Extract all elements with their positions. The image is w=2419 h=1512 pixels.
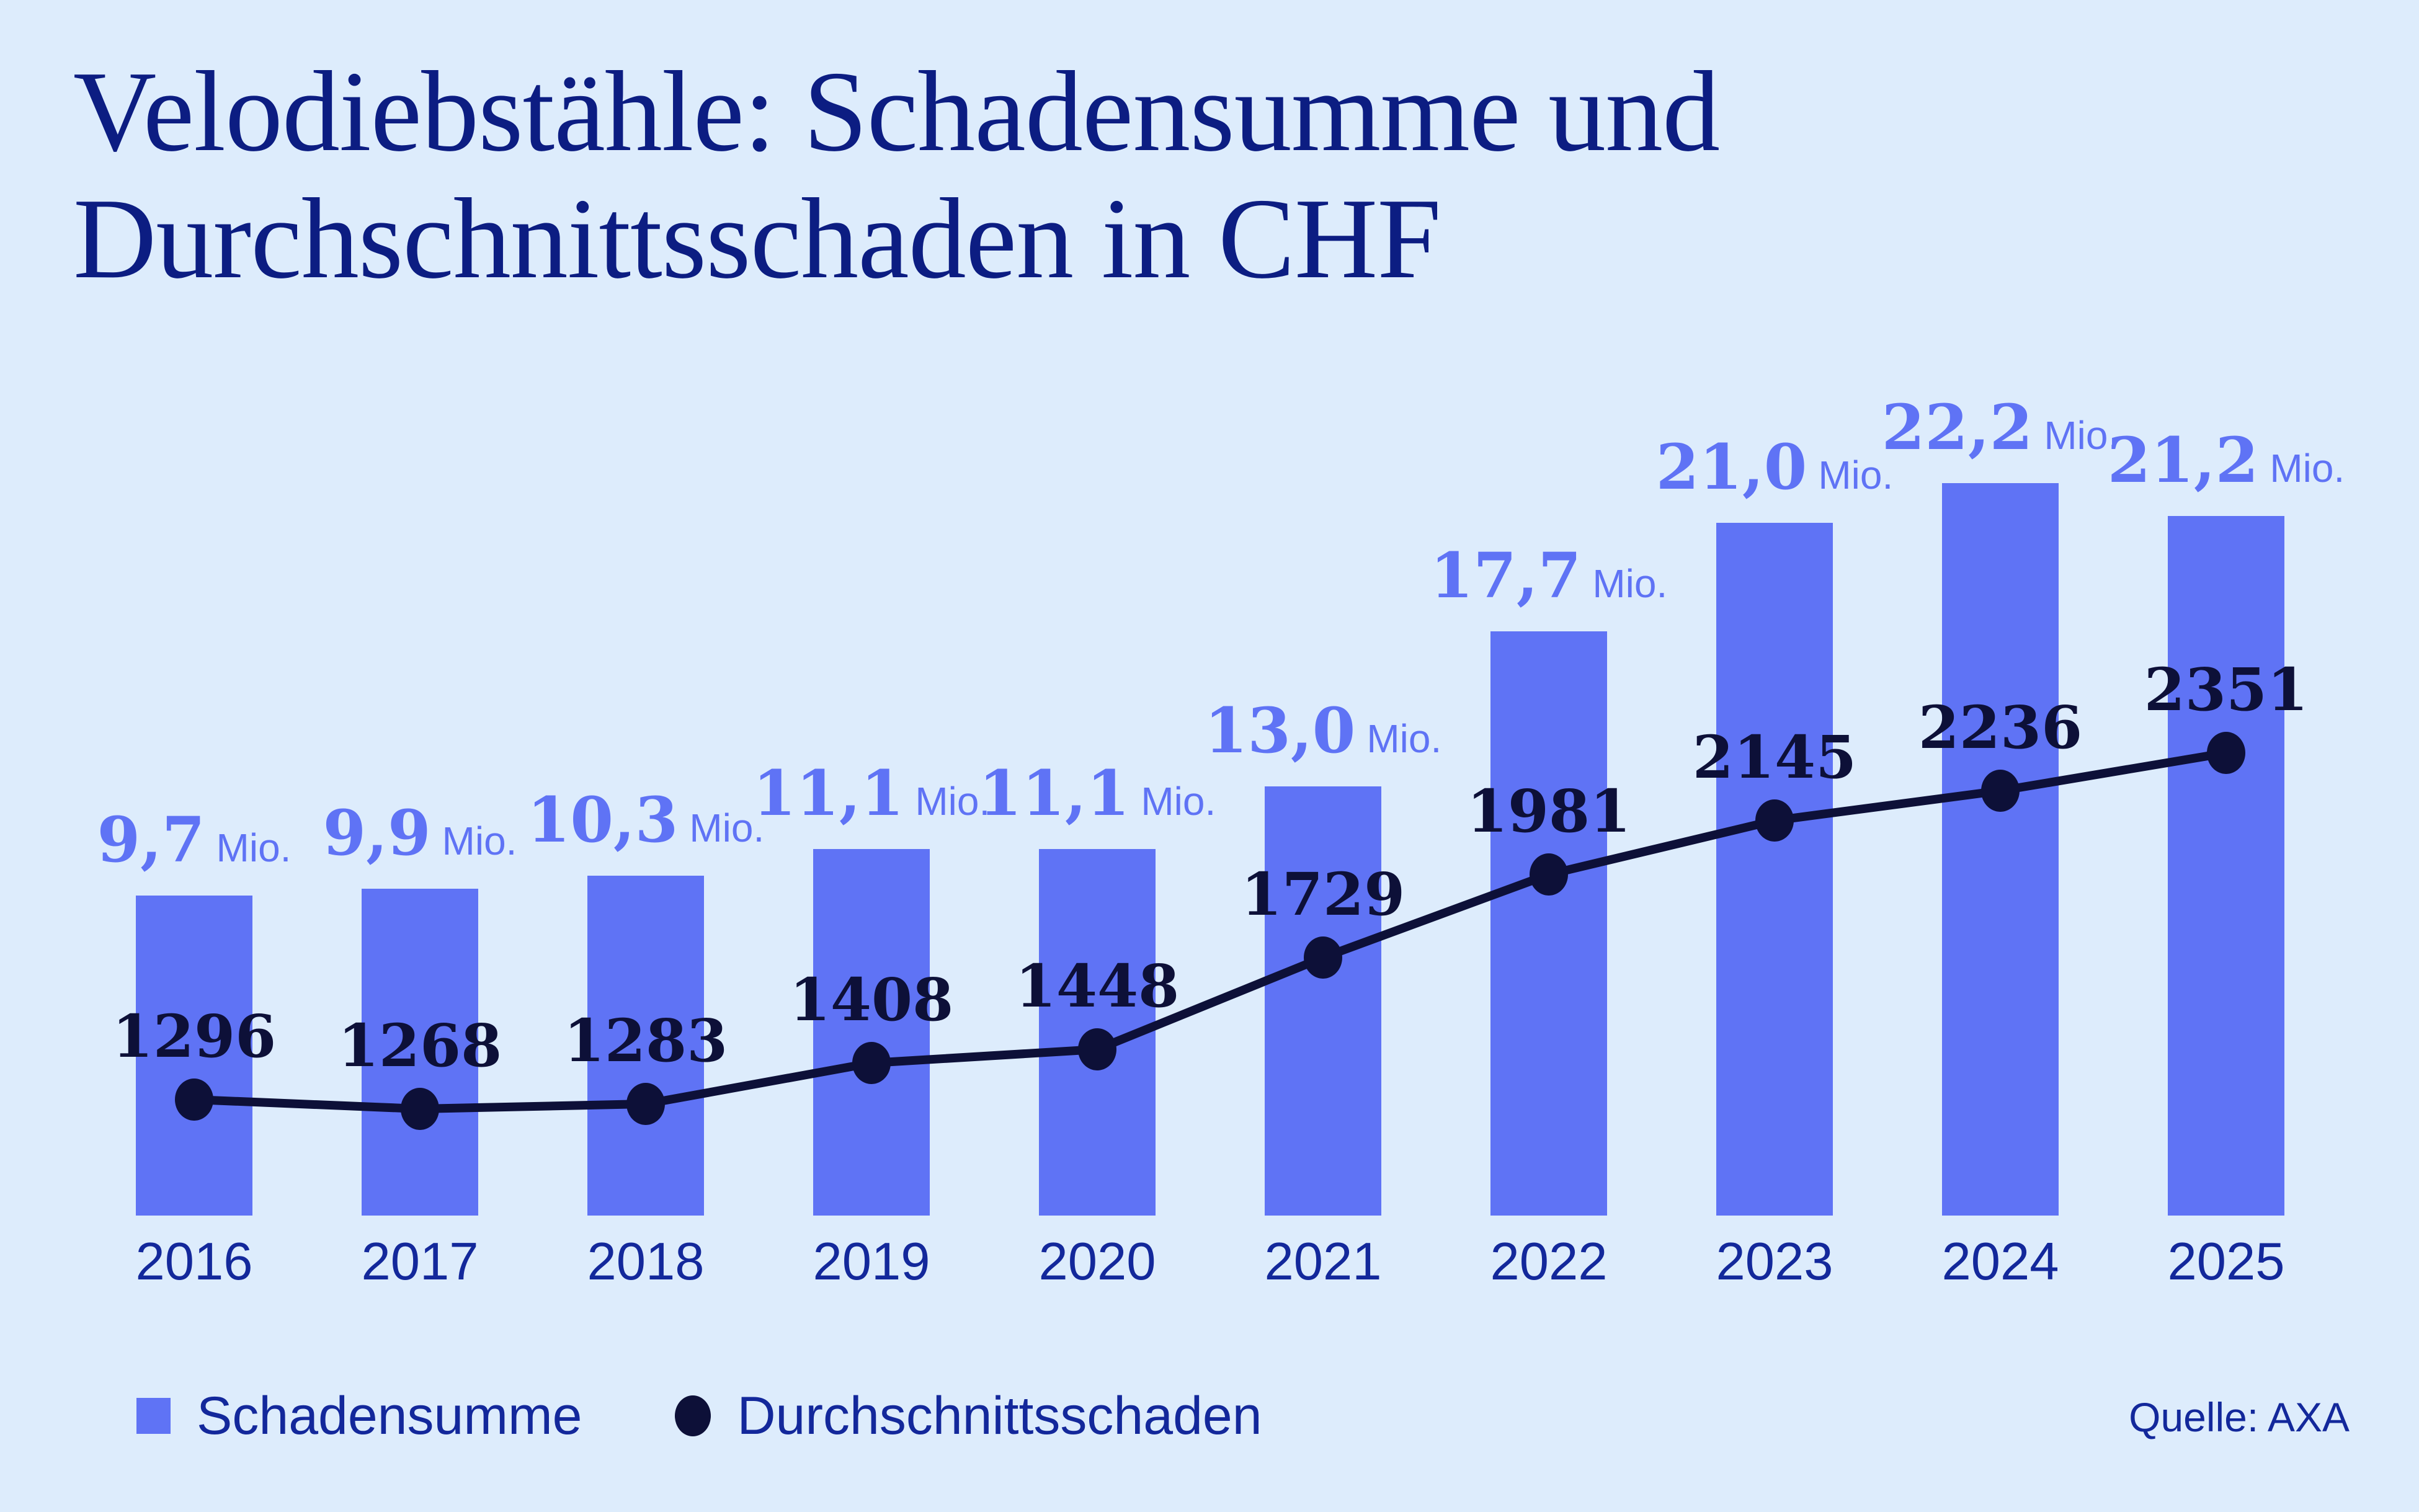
sum-value-number: 11,1 <box>978 757 1130 830</box>
sum-value-label-2018: 10,3 Mio. <box>527 789 764 851</box>
sum-value-number: 17,7 <box>1430 539 1582 612</box>
sum-value-label-2021: 13,0 Mio. <box>1205 700 1441 762</box>
legend-label-durchschnittsschaden: Durchschnittsschaden <box>737 1386 1262 1446</box>
sum-value-unit: Mio. <box>442 819 517 863</box>
line-point-2019 <box>852 1042 891 1084</box>
sum-value-unit: Mio. <box>1592 561 1668 606</box>
sum-value-label-2019: 11,1 Mio. <box>753 762 990 824</box>
line-point-2021 <box>1304 936 1342 979</box>
sum-value-unit: Mio. <box>2270 446 2345 491</box>
dot-icon <box>675 1395 711 1436</box>
bar-2017 <box>362 889 478 1216</box>
chart-title: Velodiebstähle: Schadensumme und Durchsc… <box>73 48 1720 303</box>
legend-item-durchschnittsschaden: Durchschnittsschaden <box>675 1389 1262 1443</box>
avg-value-label-2019: 1408 <box>789 966 954 1034</box>
bar-2023 <box>1716 523 1833 1216</box>
x-axis-label-2017: 2017 <box>361 1232 479 1291</box>
legend-label-schadensumme: Schadensumme <box>197 1386 582 1446</box>
x-axis-label-2023: 2023 <box>1716 1232 1833 1291</box>
x-axis-label-2021: 2021 <box>1264 1232 1382 1291</box>
bar-2016 <box>136 896 252 1216</box>
bar-2018 <box>587 876 704 1216</box>
avg-value-label-2018: 1283 <box>563 1007 728 1075</box>
sum-value-label-2020: 11,1 Mio. <box>979 762 1216 824</box>
line-path <box>194 749 2227 1114</box>
x-axis-label-2020: 2020 <box>1038 1232 1156 1291</box>
source-label: Quelle: AXA <box>2129 1394 2350 1440</box>
legend: Schadensumme Durchschnittsschaden <box>136 1389 1262 1443</box>
sum-value-unit: Mio. <box>2044 413 2119 458</box>
bar-2025 <box>2168 516 2284 1216</box>
avg-value-label-2017: 1268 <box>337 1012 502 1080</box>
x-axis-label-2016: 2016 <box>135 1232 253 1291</box>
sum-value-number: 22,2 <box>1881 391 2033 464</box>
avg-value-label-2016: 1296 <box>112 1002 277 1071</box>
x-axis-label-2019: 2019 <box>813 1232 930 1291</box>
bar-2024 <box>1942 483 2059 1216</box>
x-axis-label-2024: 2024 <box>1941 1232 2059 1291</box>
sum-value-number: 21,0 <box>1655 430 1807 504</box>
line-point-2017 <box>401 1088 439 1130</box>
bar-2022 <box>1490 631 1607 1216</box>
line-point-2016 <box>175 1078 213 1121</box>
sum-value-label-2025: 21,2 Mio. <box>2108 429 2345 491</box>
sum-value-number: 10,3 <box>527 783 679 856</box>
sum-value-number: 21,2 <box>2107 424 2259 497</box>
sum-value-number: 9,9 <box>323 796 431 869</box>
bar-2019 <box>813 849 930 1216</box>
x-axis-label-2022: 2022 <box>1490 1232 1608 1291</box>
sum-value-number: 13,0 <box>1204 694 1356 767</box>
avg-value-label-2021: 1729 <box>1241 860 1406 929</box>
chart-title-line1: Velodiebstähle: Schadensumme und <box>73 48 1720 176</box>
avg-value-label-2025: 2351 <box>2144 656 2309 724</box>
sum-value-label-2024: 22,2 Mio. <box>1882 396 2119 458</box>
line-point-2025 <box>2207 732 2245 774</box>
sum-value-unit: Mio. <box>216 825 292 870</box>
sum-value-unit: Mio. <box>1366 716 1442 761</box>
bar-2021 <box>1265 786 1381 1216</box>
avg-value-label-2024: 2236 <box>1918 693 2083 762</box>
sum-value-number: 9,7 <box>97 803 205 876</box>
sum-value-label-2022: 17,7 Mio. <box>1430 545 1667 607</box>
sum-value-unit: Mio. <box>689 806 765 850</box>
sum-value-label-2016: 9,7 Mio. <box>97 809 292 871</box>
sum-value-label-2023: 21,0 Mio. <box>1656 436 1893 498</box>
sum-value-unit: Mio. <box>1141 779 1216 824</box>
line-point-2023 <box>1755 799 1794 842</box>
line-point-2022 <box>1530 853 1568 896</box>
sum-value-unit: Mio. <box>915 779 991 824</box>
sum-value-label-2017: 9,9 Mio. <box>323 802 517 864</box>
line-point-2024 <box>1981 770 2020 812</box>
x-axis-label-2025: 2025 <box>2167 1232 2285 1291</box>
legend-item-schadensumme: Schadensumme <box>136 1389 582 1443</box>
x-axis-label-2018: 2018 <box>587 1232 705 1291</box>
avg-value-label-2022: 1981 <box>1466 777 1631 846</box>
avg-value-label-2020: 1448 <box>1015 952 1180 1021</box>
line-point-2018 <box>626 1083 665 1125</box>
bar-swatch-icon <box>136 1398 171 1434</box>
avg-value-label-2023: 2145 <box>1692 723 1857 792</box>
sum-value-unit: Mio. <box>1818 453 1894 497</box>
sum-value-number: 11,1 <box>752 757 904 830</box>
line-point-2020 <box>1078 1028 1116 1070</box>
chart-title-line2: Durchschnittsschaden in CHF <box>73 174 1441 303</box>
